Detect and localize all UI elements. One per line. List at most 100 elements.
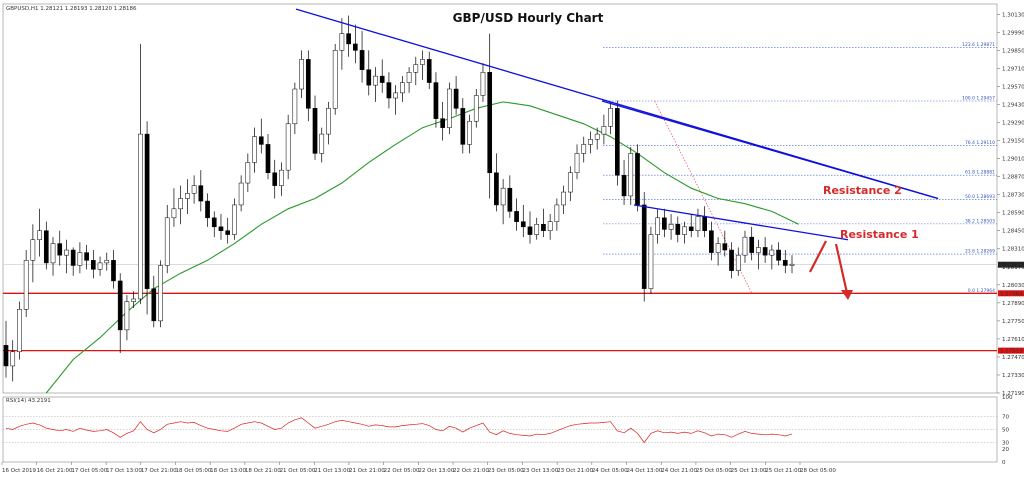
candle-body — [232, 204, 237, 235]
candle — [57, 230, 63, 266]
candle-body — [782, 260, 788, 266]
candle-body — [3, 345, 9, 367]
candle-body — [245, 162, 251, 184]
candle — [305, 50, 311, 122]
candle-body — [715, 243, 721, 253]
candle-body — [144, 133, 150, 289]
candle — [567, 166, 573, 202]
candle — [447, 82, 452, 135]
y-tick-label: 1.28730 — [1002, 193, 1024, 199]
support-price-box — [998, 290, 1024, 297]
candle-body — [635, 153, 640, 206]
candle — [386, 72, 392, 109]
y-tick-label: 1.29010 — [1002, 157, 1024, 163]
candle — [171, 188, 177, 227]
y-tick-label: 1.29570 — [1002, 84, 1024, 90]
candle — [30, 224, 36, 283]
candle — [440, 101, 445, 141]
candle — [158, 260, 163, 328]
candle — [641, 192, 647, 302]
candle-body — [413, 64, 419, 73]
candle-body — [339, 33, 345, 51]
candle — [225, 217, 231, 244]
candle — [198, 170, 204, 212]
candle-body — [480, 72, 486, 96]
candle — [111, 250, 116, 289]
candle-body — [520, 221, 526, 228]
candle — [782, 250, 788, 274]
candle-body — [601, 126, 607, 135]
candle — [561, 185, 566, 214]
y-tick-label: 1.27610 — [1002, 337, 1024, 343]
trend-line-resistance-1 — [633, 204, 849, 241]
candle-body — [547, 221, 553, 231]
candle — [735, 247, 741, 276]
candle — [500, 179, 506, 225]
candle — [339, 18, 345, 70]
x-tick-label: 23 Oct 13:00 — [522, 468, 558, 474]
x-tick-label: 18 Oct 21:00 — [245, 468, 281, 474]
candle-body — [57, 243, 63, 256]
candle-body — [722, 243, 728, 251]
projection-arrow-up — [809, 240, 827, 273]
candle — [769, 244, 775, 270]
y-tick-label: 1.27470 — [1002, 355, 1024, 361]
fib-level-label: 61.8 1.28881 — [965, 170, 995, 176]
candle-body — [23, 260, 29, 310]
candle — [272, 159, 278, 199]
candle — [695, 208, 701, 238]
candle-body — [675, 224, 681, 235]
candle-body — [178, 198, 183, 210]
candle — [467, 114, 472, 154]
candle-body — [30, 239, 36, 261]
candle-body — [373, 75, 378, 86]
rsi-tick-label: 0 — [1002, 460, 1006, 466]
candle — [124, 295, 130, 341]
candle — [151, 275, 157, 328]
candle — [77, 242, 83, 274]
y-tick-label: 1.27330 — [1002, 373, 1024, 379]
candle-body — [292, 88, 298, 125]
candle — [433, 72, 439, 128]
candle — [232, 198, 237, 240]
candle — [615, 100, 620, 186]
y-tick-label: 1.27190 — [1002, 391, 1024, 397]
y-tick-label: 1.28310 — [1002, 247, 1024, 253]
candle-body — [581, 144, 587, 154]
candle — [104, 252, 110, 271]
rsi-label: RSI(14) 43.2191 — [6, 398, 51, 404]
candle-body — [426, 59, 432, 83]
x-tick-label: 17 Oct 05:00 — [71, 468, 107, 474]
candle — [353, 24, 358, 64]
candle-body — [662, 217, 667, 230]
candle — [601, 114, 607, 145]
candle — [373, 67, 378, 102]
y-tick-label: 1.28870 — [1002, 175, 1024, 181]
candle-body — [641, 204, 647, 289]
candle-body — [541, 224, 546, 231]
candle-body — [252, 136, 257, 163]
candle-body — [406, 72, 412, 83]
candle — [688, 213, 694, 238]
candle-body — [688, 226, 694, 231]
candle — [366, 50, 372, 96]
candle-body — [43, 230, 49, 264]
candle-body — [608, 108, 613, 127]
candle-body — [749, 236, 755, 253]
candle — [279, 162, 284, 196]
candle-body — [769, 249, 775, 256]
candle — [299, 50, 304, 99]
candle — [635, 144, 640, 212]
candle — [292, 82, 298, 135]
candle-body — [299, 59, 304, 90]
candle — [514, 198, 519, 231]
candle — [245, 153, 251, 193]
candle-body — [447, 88, 452, 128]
support-price-box — [998, 347, 1024, 354]
y-tick-label: 1.28590 — [1002, 211, 1024, 217]
candle — [527, 211, 533, 244]
candle — [326, 101, 331, 145]
x-tick-label: 23 Oct 05:00 — [488, 468, 524, 474]
candle-body — [473, 95, 479, 122]
